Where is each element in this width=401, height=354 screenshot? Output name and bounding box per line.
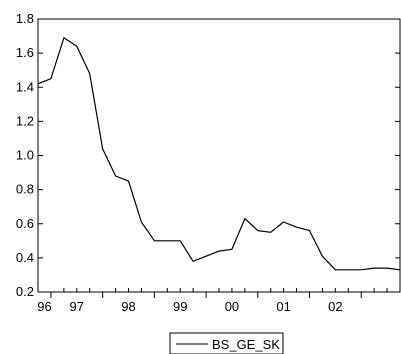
x-tick-label-6: 02 <box>328 299 342 314</box>
y-tick-label-8: 1.8 <box>16 11 34 26</box>
y-tick-label-0: 0.2 <box>16 284 34 299</box>
y-tick-label-7: 1.6 <box>16 45 34 60</box>
y-tick-label-1: 0.4 <box>16 250 34 265</box>
x-tick-label-5: 01 <box>276 299 290 314</box>
x-axis: 96 97 98 99 00 01 02 <box>37 288 401 314</box>
y-tick-label-4: 1.0 <box>16 148 34 163</box>
x-tick-label-0: 96 <box>37 299 51 314</box>
series-line-0 <box>37 37 401 271</box>
x-tick-label-2: 98 <box>121 299 135 314</box>
plot-frame <box>37 18 401 293</box>
x-tick-label-1: 97 <box>70 299 84 314</box>
y-axis: 0.2 0.4 0.6 0.8 1.0 1.2 1.4 1.6 1.8 <box>16 11 400 299</box>
x-tick-label-4: 00 <box>225 299 239 314</box>
y-tick-label-2: 0.6 <box>16 216 34 231</box>
y-tick-label-5: 1.2 <box>16 113 34 128</box>
legend: BS_GE_SK <box>169 332 284 354</box>
x-tick-label-3: 99 <box>173 299 187 314</box>
y-tick-label-3: 0.8 <box>16 182 34 197</box>
y-tick-label-6: 1.4 <box>16 79 34 94</box>
legend-box <box>169 332 284 354</box>
legend-label-bs-ge-sk: BS_GE_SK <box>212 337 280 352</box>
series-layer <box>37 37 401 271</box>
